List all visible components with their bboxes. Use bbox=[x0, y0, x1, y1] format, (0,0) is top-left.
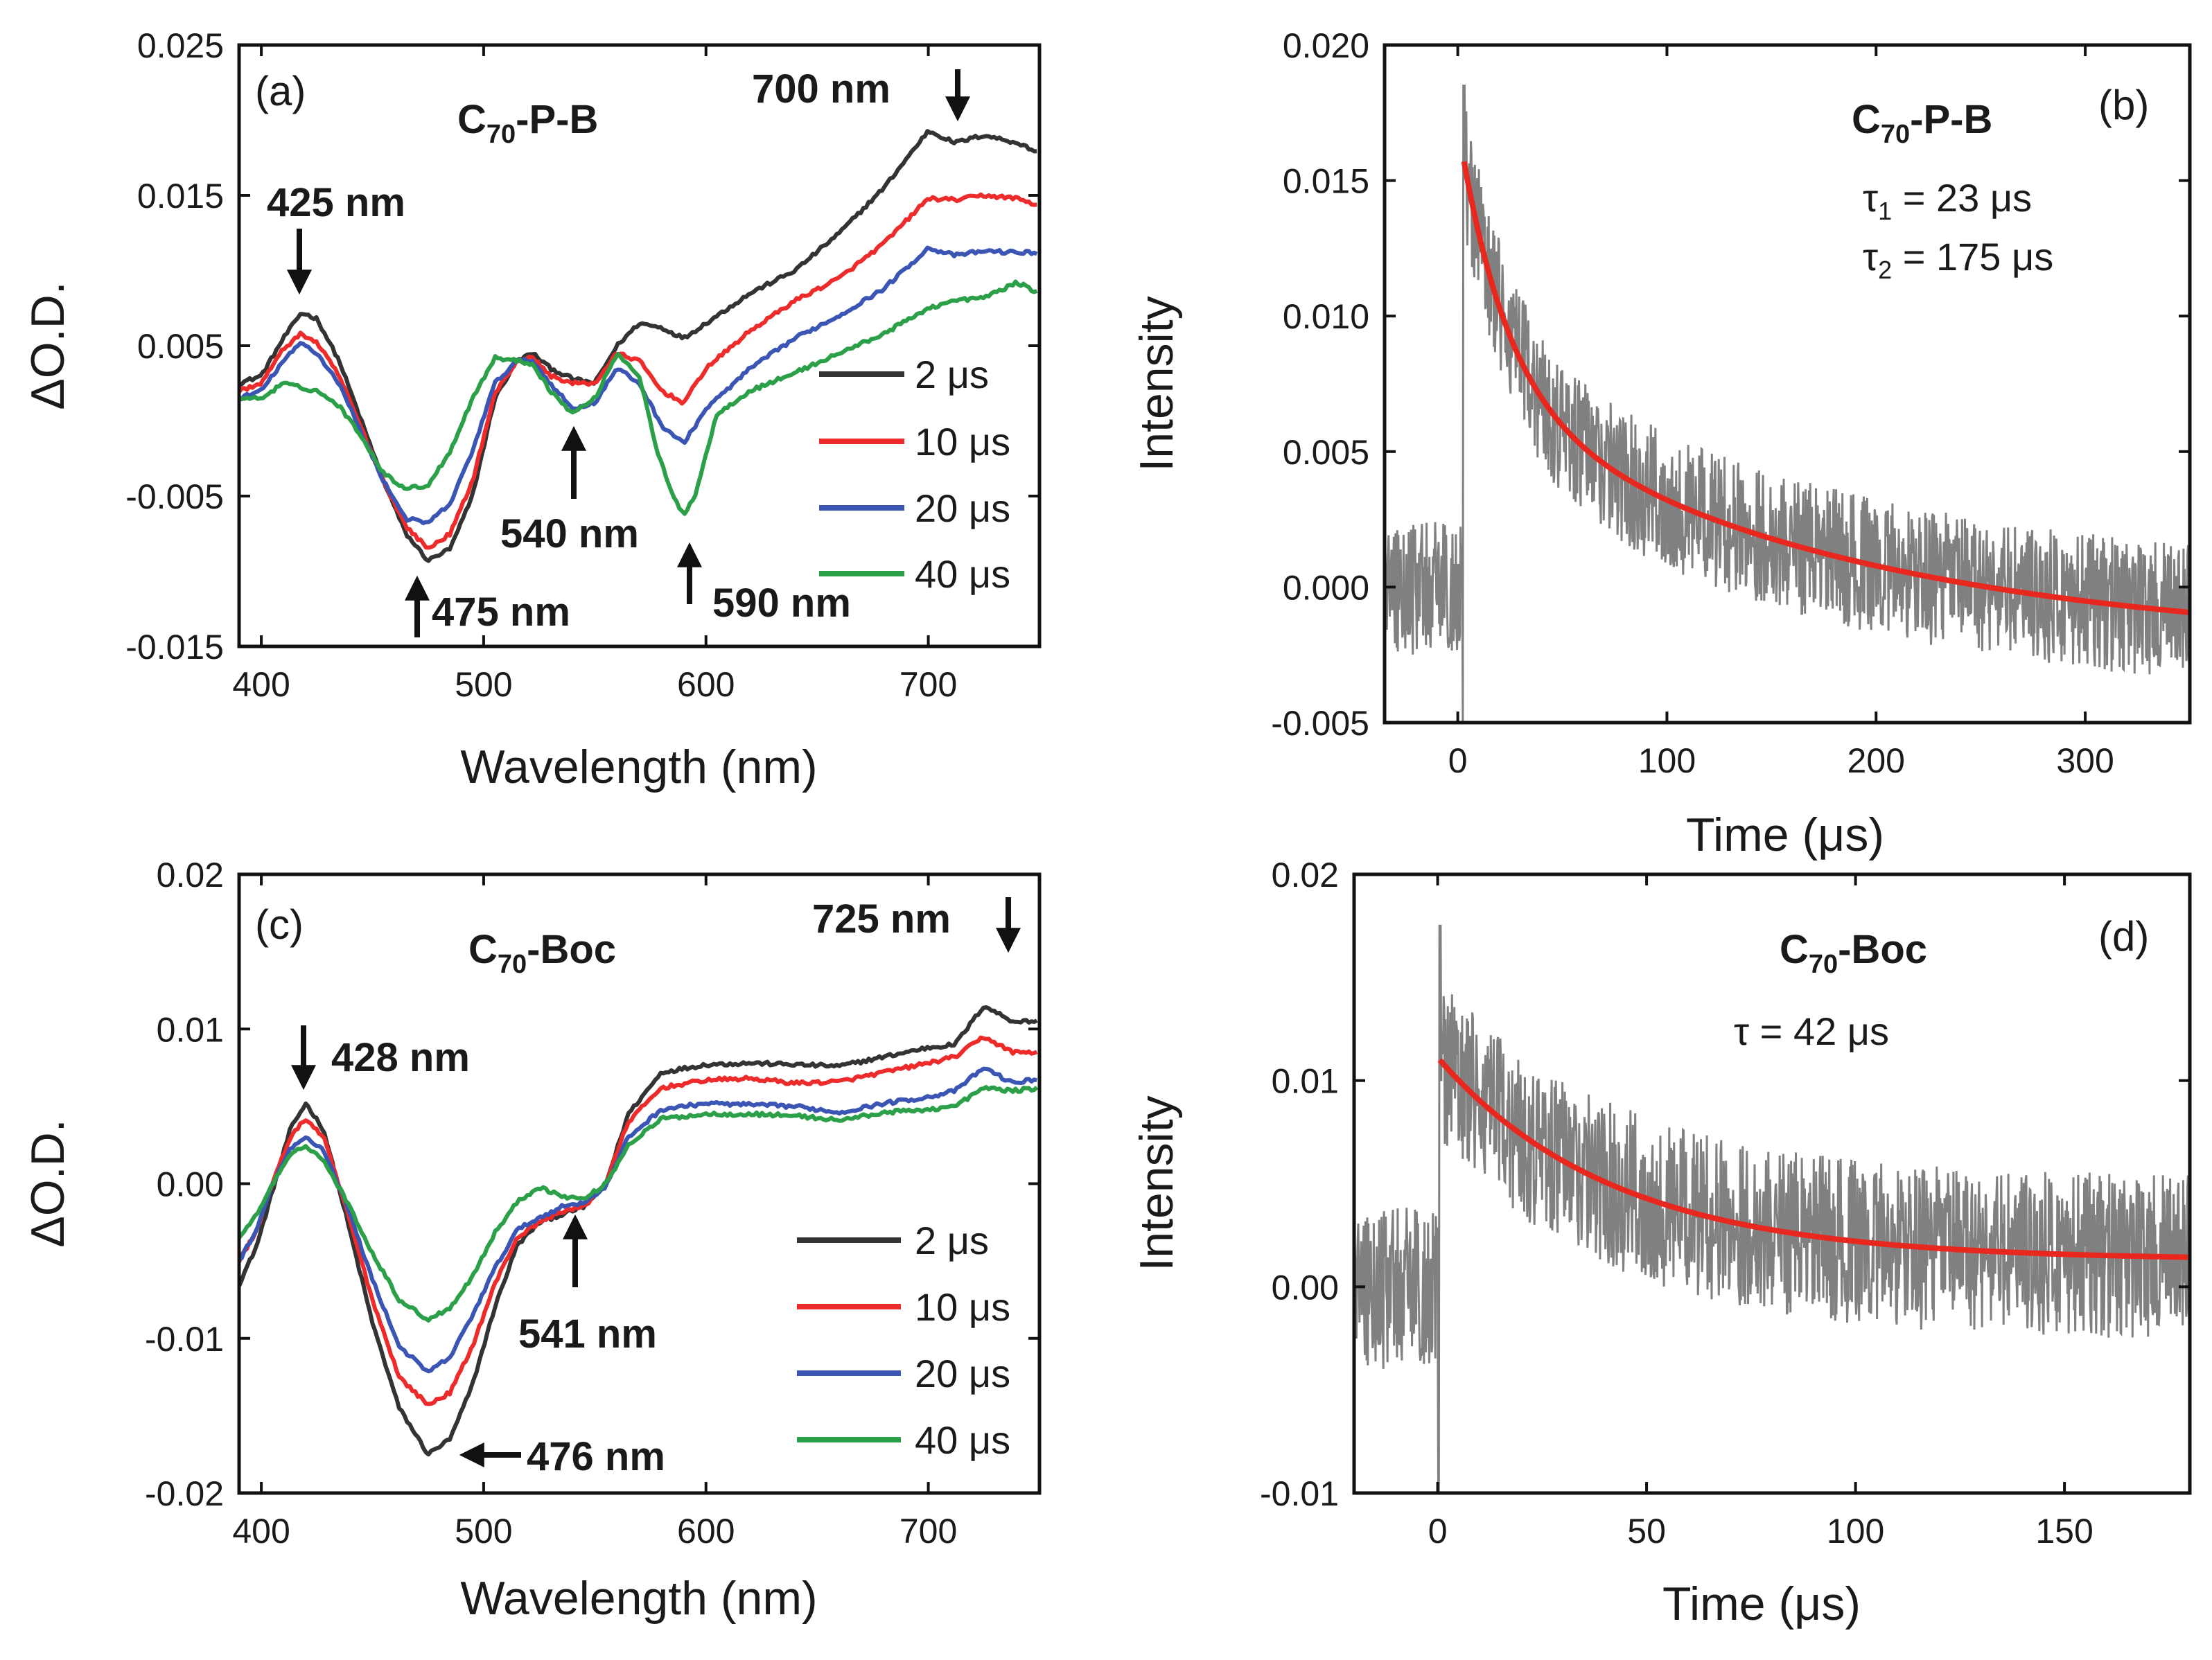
legend-label-2us: 2 μs bbox=[915, 353, 989, 396]
x-tick-label: 100 bbox=[1827, 1512, 1884, 1551]
panel-a-legend: 2 μs 10 μs 20 μs 40 μs bbox=[819, 353, 1010, 596]
panel-a-xlabel: Wavelength (nm) bbox=[460, 741, 817, 793]
annotation-725-nm: 725 nm bbox=[812, 897, 951, 942]
panel-d-ylabel: Intensity bbox=[1130, 1095, 1183, 1271]
legend-label-2us: 2 μs bbox=[915, 1219, 989, 1262]
y-tick-label: -0.005 bbox=[1271, 704, 1369, 743]
x-tick-label: 0 bbox=[1448, 741, 1468, 780]
panel-b-series bbox=[1385, 85, 2190, 723]
annotation-540-nm: 540 nm bbox=[500, 511, 639, 556]
x-tick-label: 0 bbox=[1428, 1512, 1448, 1551]
y-tick-label: -0.005 bbox=[125, 477, 224, 516]
y-tick-label: 0.005 bbox=[1283, 433, 1369, 472]
y-tick-label: 0.01 bbox=[1272, 1062, 1339, 1101]
annotation-428-nm: 428 nm bbox=[331, 1035, 470, 1080]
tau2-label: τ2 = 175 μs bbox=[1863, 235, 2053, 284]
series-line-20us bbox=[239, 1066, 1038, 1374]
panel-a-series bbox=[239, 129, 1038, 563]
legend-label-10us: 10 μs bbox=[915, 420, 1010, 463]
panel-d-frame bbox=[1352, 872, 2192, 1495]
annotation-475-nm: 475 nm bbox=[432, 590, 570, 635]
y-tick-label: 0.015 bbox=[1283, 162, 1369, 201]
y-tick-label: -0.01 bbox=[1260, 1474, 1339, 1513]
y-tick-label: 0.005 bbox=[137, 327, 224, 366]
y-tick-label: 0.02 bbox=[157, 856, 224, 894]
panel-c-ticks: 400 500 600 700 -0.02 -0.01 0.00 0.01 0.02 bbox=[145, 856, 1039, 1551]
annotation-700-nm: 700 nm bbox=[752, 67, 890, 112]
x-tick-label: 200 bbox=[1847, 741, 1905, 780]
panel-a-ylabel: ΔO.D. bbox=[21, 281, 74, 409]
x-tick-label: 300 bbox=[2056, 741, 2114, 780]
y-tick-label: -0.02 bbox=[145, 1474, 224, 1513]
legend-label-40us: 40 μs bbox=[915, 552, 1010, 596]
panel-c-compound: C70-Boc bbox=[468, 927, 616, 979]
x-tick-label: 500 bbox=[455, 665, 512, 704]
panel-b-ylabel: Intensity bbox=[1130, 296, 1183, 471]
legend-label-10us: 10 μs bbox=[915, 1285, 1010, 1329]
panel-d-series bbox=[1354, 924, 2190, 1493]
panel-d-xlabel: Time (μs) bbox=[1662, 1578, 1861, 1630]
series-line-10us bbox=[239, 1035, 1038, 1406]
panel-a-label: (a) bbox=[255, 68, 306, 114]
y-tick-label: 0.00 bbox=[157, 1165, 224, 1204]
y-tick-label: 0.02 bbox=[1272, 856, 1339, 894]
panel-b-ticks: 0 100 200 300 -0.005 0.000 0.005 0.010 0.015 0.02… bbox=[1271, 26, 2190, 780]
panel-c-legend: 2 μs 10 μs 20 μs 40 μs bbox=[797, 1219, 1010, 1462]
x-tick-label: 600 bbox=[677, 1512, 735, 1551]
x-tick-label: 400 bbox=[232, 1512, 290, 1551]
y-tick-label: 0.000 bbox=[1283, 568, 1369, 607]
fit-curve bbox=[1437, 1058, 2188, 1260]
series-line-2us bbox=[239, 1005, 1038, 1457]
y-tick-label: -0.015 bbox=[125, 628, 224, 666]
panel-b-label: (b) bbox=[2098, 82, 2149, 128]
panel-c-label: (c) bbox=[255, 901, 304, 948]
decay-trace bbox=[1354, 924, 2190, 1493]
panel-c-xlabel: Wavelength (nm) bbox=[460, 1572, 817, 1625]
y-tick-label: 0.010 bbox=[1283, 297, 1369, 336]
x-tick-label: 700 bbox=[899, 1512, 957, 1551]
y-tick-label: 0.00 bbox=[1272, 1268, 1339, 1307]
panel-d: 0 50 100 150 -0.01 0.00 0.01 0.02 (d) C70-Boc τ… bbox=[1130, 856, 2192, 1630]
tau1-label: τ1 = 23 μs bbox=[1863, 176, 2032, 225]
panel-d-compound: C70-Boc bbox=[1780, 927, 1927, 979]
series-line-40us bbox=[239, 1085, 1039, 1323]
panel-b: 0 100 200 300 -0.005 0.000 0.005 0.010 0.015 0.02… bbox=[1130, 26, 2192, 861]
panel-a-compound: C70-P-B bbox=[457, 97, 598, 149]
x-tick-label: 500 bbox=[455, 1512, 512, 1551]
panel-a: 400 500 600 700-0.015-0.0050.0050.0150.025 … bbox=[21, 26, 1042, 793]
panel-d-label: (d) bbox=[2098, 913, 2149, 960]
legend-label-40us: 40 μs bbox=[915, 1418, 1010, 1462]
panel-c-frame bbox=[237, 872, 1042, 1495]
panel-b-compound: C70-P-B bbox=[1852, 97, 1992, 149]
panel-c: 400 500 600 700 -0.02 -0.01 0.00 0.01 0.02 (c) C… bbox=[21, 856, 1042, 1625]
annotation-590-nm: 590 nm bbox=[712, 581, 851, 626]
annotation-476-nm: 476 nm bbox=[527, 1434, 665, 1479]
panel-b-frame bbox=[1382, 43, 2192, 725]
y-tick-label: 0.020 bbox=[1283, 26, 1369, 65]
panel-a-ticks: 400 500 600 700 -0.015 -0.005 0.005 0.015 0.025 bbox=[125, 26, 1039, 704]
x-tick-label: 100 bbox=[1638, 741, 1696, 780]
panel-c-ylabel: ΔO.D. bbox=[21, 1119, 74, 1247]
panel-d-ticks: 0 50 100 150 -0.01 0.00 0.01 0.02 bbox=[1260, 856, 2190, 1551]
fit-curve bbox=[1461, 161, 2190, 615]
series-line-40us bbox=[239, 279, 1038, 516]
legend-label-20us: 20 μs bbox=[915, 1352, 1010, 1395]
x-tick-label: 600 bbox=[677, 665, 735, 704]
panel-c-series bbox=[239, 1005, 1039, 1457]
panel-b-xlabel: Time (μs) bbox=[1686, 809, 1884, 861]
decay-trace bbox=[1385, 85, 2190, 723]
y-tick-label: -0.01 bbox=[145, 1320, 224, 1359]
y-tick-label: 0.025 bbox=[137, 26, 224, 65]
y-tick-label: 0.01 bbox=[157, 1010, 224, 1049]
x-tick-label: 50 bbox=[1627, 1512, 1666, 1551]
x-tick-label: 150 bbox=[2035, 1512, 2093, 1551]
x-tick-label: 400 bbox=[232, 665, 290, 704]
annotation-425-nm: 425 nm bbox=[267, 180, 405, 225]
legend-label-20us: 20 μs bbox=[915, 486, 1010, 530]
y-tick-label: 0.015 bbox=[137, 177, 224, 215]
annotation-541-nm: 541 nm bbox=[518, 1312, 657, 1357]
x-tick-label: 700 bbox=[899, 665, 957, 704]
tau-label: τ = 42 μs bbox=[1734, 1009, 1889, 1053]
